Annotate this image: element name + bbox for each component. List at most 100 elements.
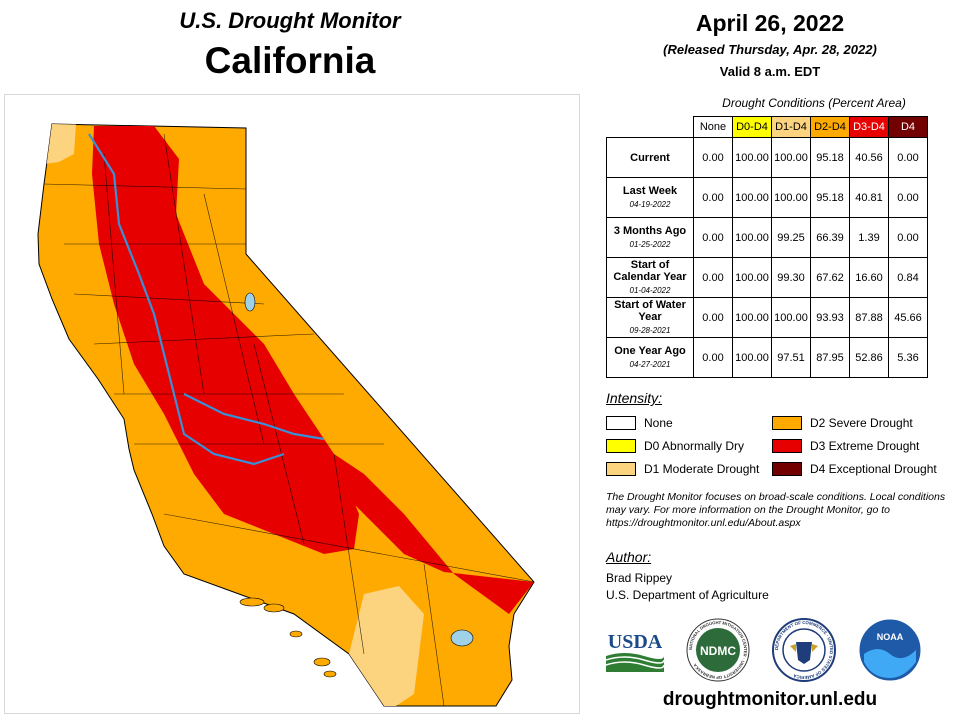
table-row: One Year Ago 04-27-2021 0.00 100.00 97.51… xyxy=(606,337,928,378)
author-title: Author: xyxy=(606,549,652,565)
legend-label-d0: D0 Abnormally Dry xyxy=(644,439,745,453)
table-cell: 0.00 xyxy=(693,257,733,298)
noaa-logo-text: NOAA xyxy=(877,632,904,642)
drought-conditions-table: None D0-D4 D1-D4 D2-D4 D3-D4 D4 Current … xyxy=(606,116,928,378)
legend-label-d1: D1 Moderate Drought xyxy=(644,462,760,476)
table-cell: 40.81 xyxy=(849,177,889,218)
table-cell: 99.25 xyxy=(771,217,811,258)
table-cell: 0.00 xyxy=(888,137,928,178)
table-cell: 45.66 xyxy=(888,297,928,338)
map-date: April 26, 2022 xyxy=(695,10,845,36)
island-3 xyxy=(289,630,303,638)
california-drought-map xyxy=(37,123,535,707)
table-cell: 93.93 xyxy=(810,297,850,338)
col-d2-d4: D2-D4 xyxy=(810,116,850,138)
row-label-text: Start of Water Year xyxy=(614,298,686,323)
island-5 xyxy=(323,670,337,678)
island-4 xyxy=(313,657,331,667)
table-cell: 100.00 xyxy=(732,177,772,218)
usda-logo-text: USDA xyxy=(608,631,663,653)
release-date: (Released Thursday, Apr. 28, 2022) xyxy=(663,42,877,57)
website-url[interactable]: droughtmonitor.unl.edu xyxy=(662,689,878,710)
table-caption: Drought Conditions (Percent Area) xyxy=(722,96,906,110)
row-label-text: Last Week xyxy=(622,184,678,197)
table-cell: 0.00 xyxy=(693,297,733,338)
row-date: 01-04-2022 xyxy=(629,285,671,295)
salton-sea xyxy=(450,629,474,647)
d1-north-corner xyxy=(44,124,76,164)
table-cell: 100.00 xyxy=(771,137,811,178)
legend-swatch-d3 xyxy=(772,439,802,453)
table-cell: 0.84 xyxy=(888,257,928,298)
d1-southern-coast xyxy=(349,586,424,706)
table-cell: 87.88 xyxy=(849,297,889,338)
table-cell: 0.00 xyxy=(693,337,733,378)
col-d0-d4: D0-D4 xyxy=(732,116,772,138)
col-d4: D4 xyxy=(888,116,928,138)
row-date: 09-28-2021 xyxy=(629,325,671,335)
disclaimer-note: The Drought Monitor focuses on broad-sca… xyxy=(606,491,946,529)
table-corner xyxy=(607,117,694,138)
san-joaquin-river xyxy=(183,393,325,441)
table-cell: 16.60 xyxy=(849,257,889,298)
usda-logo: USDA xyxy=(605,631,665,672)
lake-tahoe xyxy=(244,292,256,312)
island-1 xyxy=(239,597,265,607)
table-cell: 95.18 xyxy=(810,177,850,218)
valid-time: Valid 8 a.m. EDT xyxy=(719,64,821,79)
legend-label-d3: D3 Extreme Drought xyxy=(810,439,920,453)
author-name: Brad Rippey xyxy=(606,571,673,585)
table-cell: 95.18 xyxy=(810,137,850,178)
table-cell: 5.36 xyxy=(888,337,928,378)
d3-central-valley xyxy=(92,126,359,554)
table-cell: 66.39 xyxy=(810,217,850,258)
table-cell: 100.00 xyxy=(732,137,772,178)
table-cell: 52.86 xyxy=(849,337,889,378)
row-label: Current xyxy=(606,137,694,178)
table-cell: 87.95 xyxy=(810,337,850,378)
noaa-logo: NOAA xyxy=(858,618,922,682)
row-label-text: One Year Ago xyxy=(614,344,686,357)
legend-title: Intensity: xyxy=(606,390,663,406)
table-cell: 0.00 xyxy=(693,217,733,258)
state-title: California xyxy=(204,40,376,81)
legend-label-d2: D2 Severe Drought xyxy=(810,416,913,430)
row-label-text: 3 Months Ago xyxy=(613,224,687,237)
table-row: Last Week 04-19-2022 0.00 100.00 100.00 9… xyxy=(606,177,928,218)
table-cell: 40.56 xyxy=(849,137,889,178)
col-none: None xyxy=(693,116,733,138)
row-label: Start of Calendar Year 01-04-2022 xyxy=(606,257,694,298)
row-label: 3 Months Ago 01-25-2022 xyxy=(606,217,694,258)
col-d1-d4: D1-D4 xyxy=(771,116,811,138)
table-cell: 100.00 xyxy=(732,257,772,298)
sacramento-river xyxy=(88,133,285,466)
d3-southeast-desert xyxy=(304,434,534,614)
legend-swatch-d2 xyxy=(772,416,802,430)
table-row: Start of Calendar Year 01-04-2022 0.00 10… xyxy=(606,257,928,298)
table-cell: 100.00 xyxy=(732,297,772,338)
table-cell: 1.39 xyxy=(849,217,889,258)
table-row: 3 Months Ago 01-25-2022 0.00 100.00 99.25… xyxy=(606,217,928,258)
col-d3-d4: D3-D4 xyxy=(849,116,889,138)
legend-swatch-d1 xyxy=(606,462,636,476)
map-frame xyxy=(4,94,580,714)
map-title: U.S. Drought Monitor xyxy=(179,8,401,33)
legend-swatch-none xyxy=(606,416,636,430)
island-2 xyxy=(263,603,285,613)
ndmc-logo-text: NDMC xyxy=(700,644,736,658)
table-cell: 97.51 xyxy=(771,337,811,378)
legend-label-none: None xyxy=(644,416,673,430)
author-org: U.S. Department of Agriculture xyxy=(606,588,769,602)
row-date: 01-25-2022 xyxy=(629,239,671,249)
ndmc-logo: NDMC NATIONAL DROUGHT MITIGATION CENTER … xyxy=(686,618,750,682)
table-cell: 100.00 xyxy=(771,297,811,338)
table-cell: 0.00 xyxy=(888,217,928,258)
table-cell: 0.00 xyxy=(693,137,733,178)
row-label: Start of Water Year 09-28-2021 xyxy=(606,297,694,338)
table-cell: 67.62 xyxy=(810,257,850,298)
row-label-text: Current xyxy=(630,151,670,164)
table-cell: 99.30 xyxy=(771,257,811,298)
commerce-seal: DEPARTMENT OF COMMERCE · UNITED STATES O… xyxy=(772,618,836,682)
table-row: Start of Water Year 09-28-2021 0.00 100.0… xyxy=(606,297,928,338)
legend-swatch-d0 xyxy=(606,439,636,453)
